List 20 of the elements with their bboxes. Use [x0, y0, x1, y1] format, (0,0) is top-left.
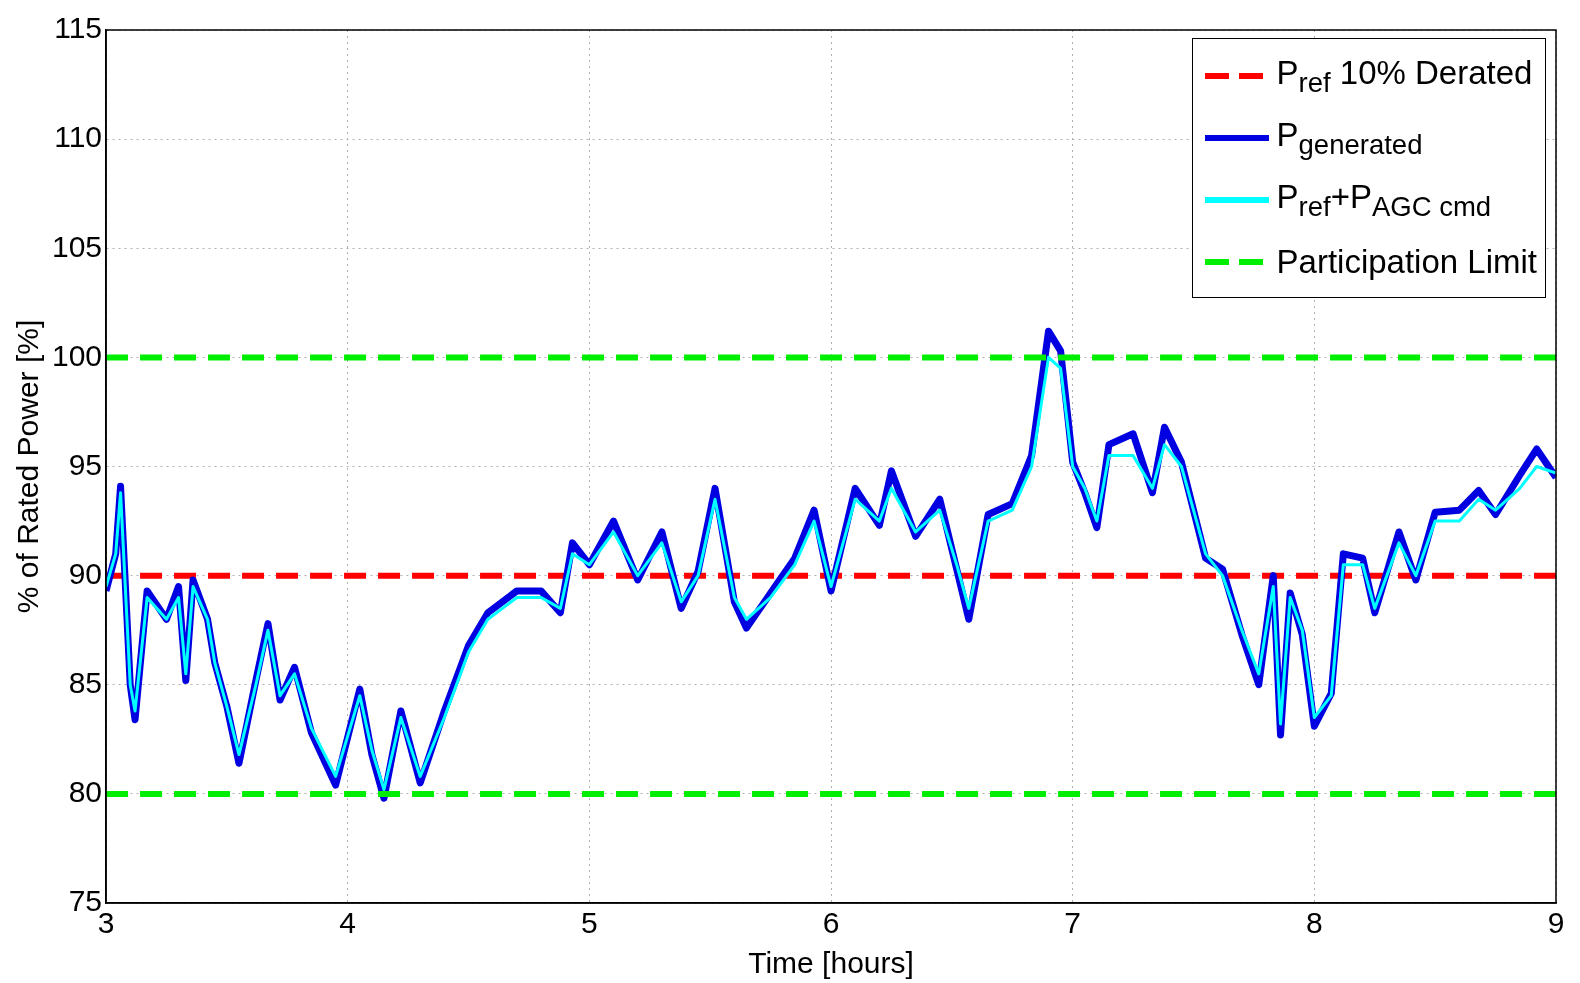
- y-tick-label: 90: [68, 556, 103, 590]
- x-tick-label: 5: [581, 906, 598, 940]
- y-tick-label: 105: [51, 229, 103, 263]
- y-tick-label: 85: [68, 666, 103, 700]
- x-axis-title: Time [hours]: [748, 946, 914, 980]
- y-tick-label: 115: [54, 11, 103, 45]
- y-tick-label: 80: [68, 775, 103, 809]
- x-tick-label: 6: [822, 906, 840, 940]
- legend-label: P$_{generated}$: [1276, 115, 1423, 161]
- x-tick-label: 7: [1064, 906, 1082, 940]
- x-tick-label: 9: [1547, 906, 1565, 940]
- legend-label: P$_{ref}$+P$_{AGC cmd}$: [1276, 177, 1492, 223]
- legend-label: P$_{ref}$ 10% Derated: [1276, 53, 1533, 99]
- y-tick-label: 100: [51, 338, 103, 372]
- x-tick-label: 8: [1306, 906, 1323, 940]
- x-tick-label: 4: [339, 906, 357, 940]
- y-tick-label: 110: [54, 120, 103, 154]
- y-tick-label: 95: [68, 447, 103, 481]
- legend-label: Participation Limit: [1276, 243, 1537, 281]
- y-axis-title: % of Rated Power [%]: [11, 319, 45, 614]
